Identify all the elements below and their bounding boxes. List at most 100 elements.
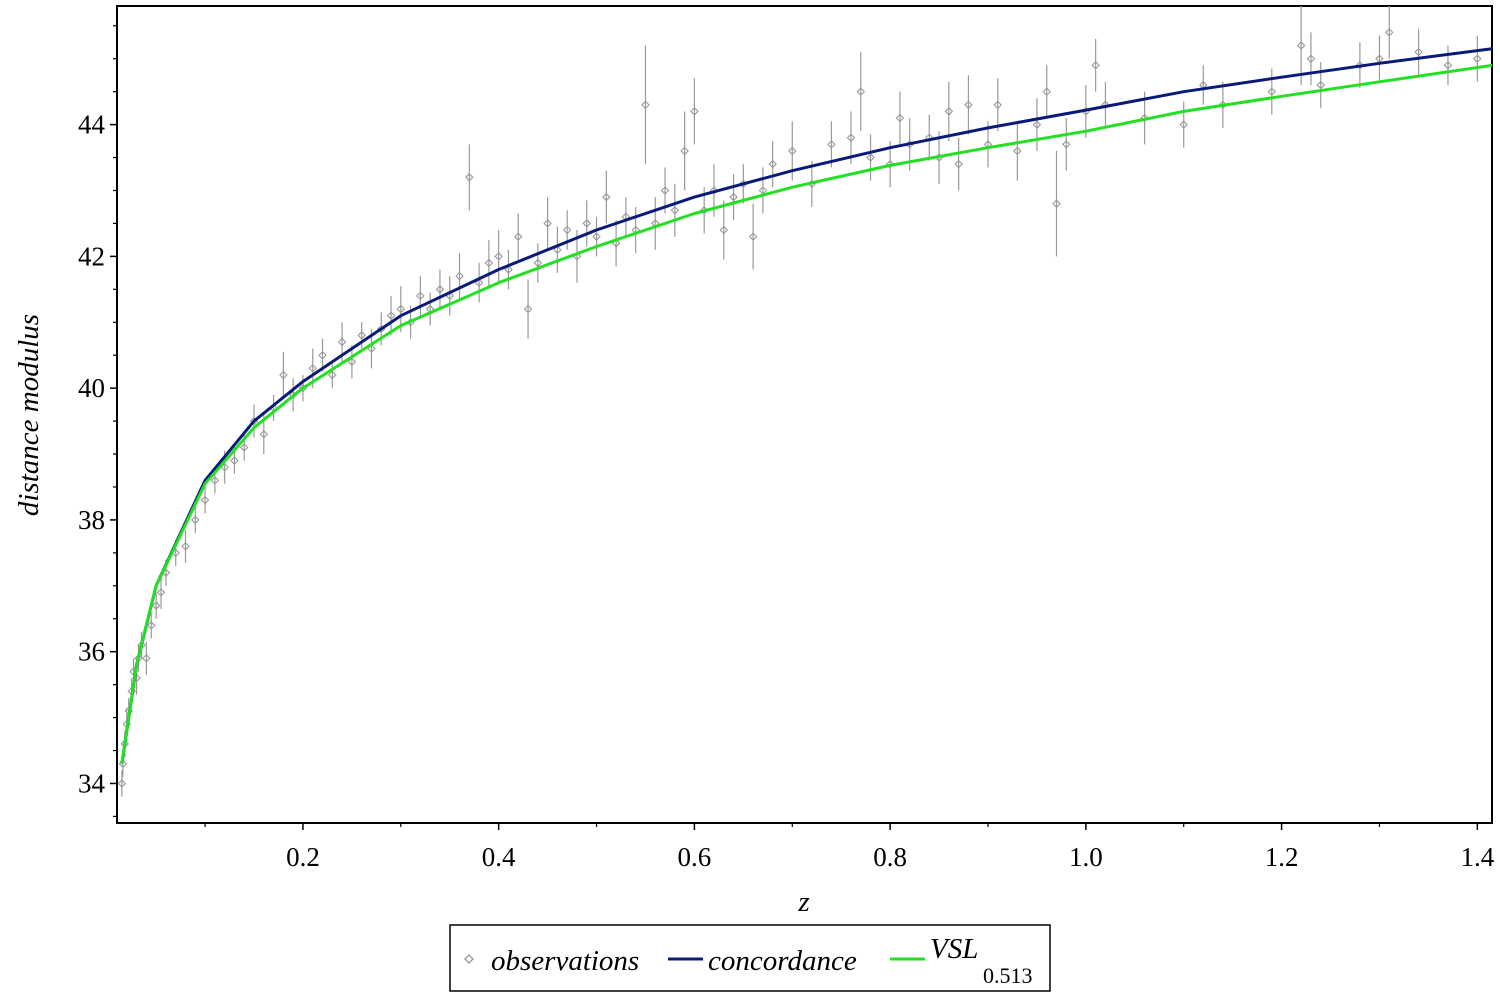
observation-point [592,232,601,241]
observation-point [328,370,337,380]
model-curves [120,47,1492,764]
observation-point [895,113,905,123]
observation-point [553,245,562,255]
observation-point [494,252,503,261]
legend-vsl-subscript: 0.513 [983,963,1033,988]
observation-point [1140,113,1149,123]
observation-point [543,219,552,228]
x-tick-label: 0.6 [678,842,712,872]
y-axis-title: distance modulus [13,314,45,516]
observation-point [1091,61,1100,70]
x-tick-label: 0.2 [286,842,320,872]
observation-point [1355,61,1365,70]
observation-point [690,107,699,116]
observation-point [729,192,738,202]
observation-point [602,192,611,202]
observation-point [660,186,670,195]
observation-point [386,311,396,320]
observation-point [396,304,406,314]
observation-point [709,186,719,195]
axis-ticks [110,25,1479,830]
x-axis-title: z [797,886,809,918]
legend-concordance-label: concordance [708,945,857,977]
observation-point [885,159,895,169]
observation-point [474,278,484,288]
observation-point [641,100,650,110]
observation-point [142,654,151,663]
observation-point [1384,28,1394,37]
observation-point [993,100,1003,110]
y-tick-label: 38 [78,505,105,535]
y-tick-label: 44 [78,110,106,140]
observation-point [1306,54,1316,63]
y-tick-label: 36 [78,637,105,667]
x-tick-label: 0.4 [482,842,516,872]
observation-point [964,100,973,110]
observation-point [146,621,156,630]
observation-point [191,515,200,525]
observation-point [1267,87,1277,96]
observation-point [1042,87,1051,96]
observation-point [846,133,856,143]
observation-point [954,159,963,169]
observation-point [181,541,190,551]
legend-vsl-label: VSL [930,933,978,965]
observation-point [1316,80,1326,90]
observation-point [318,350,327,360]
observation-point [230,456,239,465]
observation-point [435,285,445,294]
observation-point [337,337,347,347]
observation-point [347,357,357,367]
observation-point [1179,120,1189,129]
observation-point [562,225,572,235]
observation-point [504,265,513,274]
observation-point [200,495,210,505]
observation-point [866,153,875,162]
observation-point [279,370,288,380]
observation-point [856,87,866,96]
observation-point [259,429,269,439]
observation-point [1296,41,1306,50]
observation-point [1101,100,1110,110]
observation-point [1013,146,1022,156]
legend-observations-marker [464,954,474,964]
observation-point [1062,140,1071,149]
observation-point [787,146,797,156]
observation-point [523,304,533,314]
observation-point [455,271,464,281]
axis-tick-labels: 0.2 0.4 0.6 0.8 1.0 1.2 1.4 34 36 38 40 42 44 [78,110,1495,872]
observation-point [680,146,689,156]
legend-observations-label: observations [491,945,639,977]
observations-series [117,6,1482,797]
observation-point [1052,199,1061,208]
observation-point [748,232,758,241]
observation-point [484,258,494,268]
y-tick-label: 40 [78,373,105,403]
observation-point [1473,54,1482,63]
observation-point [827,140,836,149]
observation-point [1414,47,1423,57]
observation-point [416,291,425,301]
observation-point [308,364,318,373]
observation-point [944,107,954,116]
legend-box [449,924,1051,992]
observation-point [768,159,777,169]
observation-point [582,219,592,228]
concordance-curve [120,47,1492,764]
plot-frame [116,5,1493,824]
x-tick-label: 0.8 [873,842,907,872]
observation-point [151,601,161,610]
observation-point [210,476,220,485]
observation-point [719,225,729,235]
legend: observations concordance VSL 0.513 [449,924,1051,992]
observation-point [670,205,680,215]
y-tick-label: 34 [78,768,106,798]
observation-point [118,759,128,768]
observation-point [1032,120,1042,129]
vsl-curve [120,63,1492,764]
observation-point [465,173,474,182]
observation-point [239,443,249,452]
x-tick-label: 1.2 [1265,842,1299,872]
observation-point [1443,61,1453,70]
